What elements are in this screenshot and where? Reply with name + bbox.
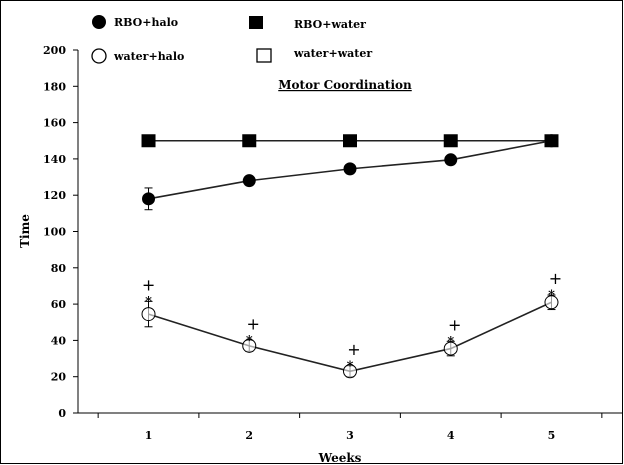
y-axis-label: Time: [18, 214, 32, 248]
legend-label-water-halo: water+halo: [113, 50, 184, 63]
x-ticks: 1 2 3 4 5: [97, 413, 603, 442]
data-point: [242, 174, 256, 188]
significance-plus: +: [142, 275, 155, 294]
x-tick-label: 5: [548, 429, 556, 442]
data-point: [443, 134, 458, 148]
significance-star: *: [347, 359, 354, 374]
series-water-halo: [141, 294, 559, 379]
y-tick-label: 180: [43, 80, 66, 93]
y-tick-label: 120: [43, 189, 66, 202]
legend-marker-water-water: [256, 48, 272, 63]
y-tick-label: 140: [43, 153, 66, 166]
y-tick-label: 200: [43, 44, 66, 57]
significance-plus: +: [347, 340, 360, 359]
plot-area: *+*+*+ *+*+: [141, 134, 562, 379]
significance-star: *: [447, 334, 454, 349]
chart-title: Motor Coordination: [278, 78, 412, 92]
data-point: [142, 192, 156, 206]
data-point: [343, 162, 357, 176]
legend-marker-rbo-water: [249, 16, 263, 29]
data-point: [242, 134, 257, 148]
data-point: [141, 307, 156, 322]
y-tick-label: 160: [43, 117, 66, 130]
y-tick-label: 20: [51, 371, 67, 384]
series-rbo-halo: [142, 134, 558, 211]
x-tick-label: 1: [145, 429, 153, 442]
x-tick-label: 2: [245, 429, 253, 442]
x-axis-label: Weeks: [318, 451, 362, 465]
x-tick-label: 4: [447, 429, 455, 442]
legend-label-water-water: water+water: [293, 47, 372, 60]
data-point: [141, 134, 156, 148]
data-point: [443, 341, 458, 356]
legend-label-rbo-water: RBO+water: [294, 18, 366, 31]
significance-star: *: [246, 333, 253, 348]
y-tick-label: 0: [58, 407, 66, 420]
y-tick-label: 80: [51, 262, 67, 275]
significance-plus: +: [549, 269, 562, 288]
y-tick-label: 100: [43, 226, 66, 239]
data-point: [544, 134, 558, 148]
y-ticks: 0 20 40 60 80 100 120 140 160 180 200: [43, 44, 78, 420]
significance-plus: +: [247, 314, 260, 333]
significance-plus: +: [448, 315, 461, 334]
data-point: [544, 295, 559, 310]
y-tick-label: 40: [51, 334, 67, 347]
data-point: [343, 134, 357, 148]
data-point: [444, 153, 458, 167]
series-rbo-water: [141, 134, 559, 148]
significance-star: *: [548, 288, 555, 303]
legend-marker-water-halo: [91, 48, 107, 64]
x-tick-label: 3: [346, 429, 354, 442]
y-tick-label: 60: [51, 298, 67, 311]
legend-label-rbo-halo: RBO+halo: [114, 16, 178, 29]
significance-star: *: [145, 294, 152, 309]
data-point: [343, 364, 357, 379]
legend: RBO+halo RBO+water water+halo water+wate…: [91, 15, 372, 64]
data-point: [242, 338, 257, 353]
legend-marker-rbo-halo: [92, 15, 106, 29]
